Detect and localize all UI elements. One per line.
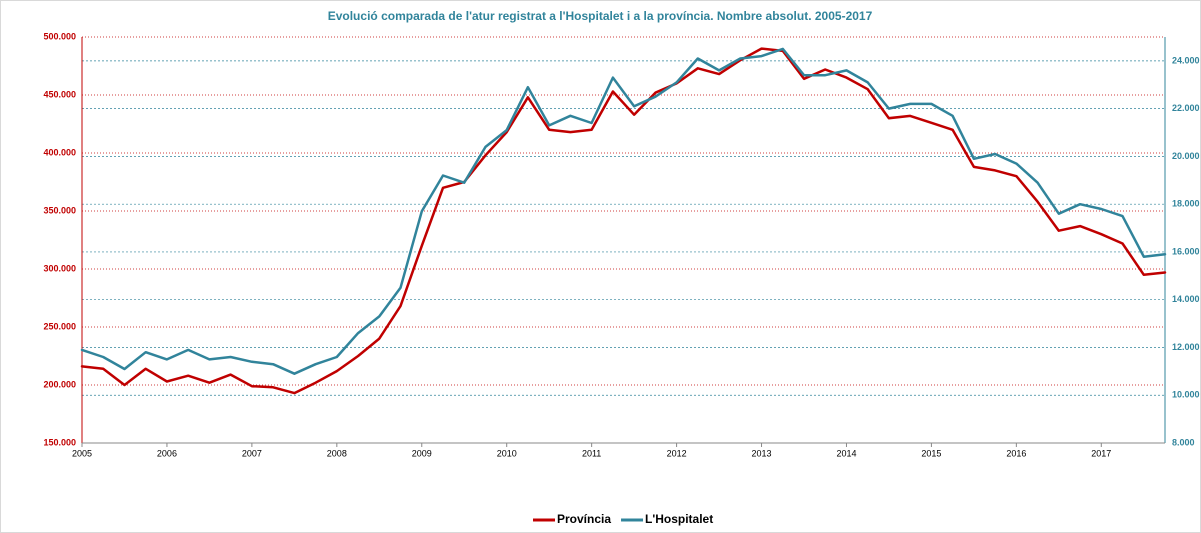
x-tick-label: 2007 [242,448,262,458]
chart-title: Evolució comparada de l'atur registrat a… [328,9,873,23]
legend-label: L'Hospitalet [645,512,713,526]
y2-tick-label: 10.000 [1172,390,1200,400]
y-tick-label: 400.000 [43,147,76,157]
series-line [80,47,1167,395]
x-tick-label: 2013 [752,448,772,458]
x-tick-label: 2017 [1091,448,1111,458]
y2-tick-label: 24.000 [1172,55,1200,65]
x-tick-label: 2012 [667,448,687,458]
x-tick-label: 2011 [582,448,601,458]
y-tick-label: 450.000 [43,89,76,99]
y2-tick-label: 16.000 [1172,246,1200,256]
y-tick-label: 150.000 [43,437,76,447]
x-tick-label: 2014 [836,448,856,458]
y2-tick-label: 8.000 [1172,437,1195,447]
x-tick-label: 2008 [327,448,347,458]
x-tick-label: 2005 [72,448,92,458]
x-tick-label: 2015 [921,448,941,458]
x-tick-label: 2009 [412,448,432,458]
y2-tick-label: 18.000 [1172,199,1200,209]
x-tick-label: 2010 [497,448,517,458]
y-tick-label: 250.000 [43,321,76,331]
y-tick-label: 300.000 [43,263,76,273]
legend-label: Província [557,512,611,526]
x-tick-label: 2006 [157,448,177,458]
y-tick-label: 500.000 [43,31,76,41]
y2-tick-label: 20.000 [1172,151,1200,161]
y-tick-label: 350.000 [43,205,76,215]
y2-tick-label: 12.000 [1172,342,1200,352]
y2-tick-label: 14.000 [1172,294,1200,304]
y2-tick-label: 22.000 [1172,103,1200,113]
series-line [80,47,1167,375]
x-tick-label: 2016 [1006,448,1026,458]
y-tick-label: 200.000 [43,379,76,389]
